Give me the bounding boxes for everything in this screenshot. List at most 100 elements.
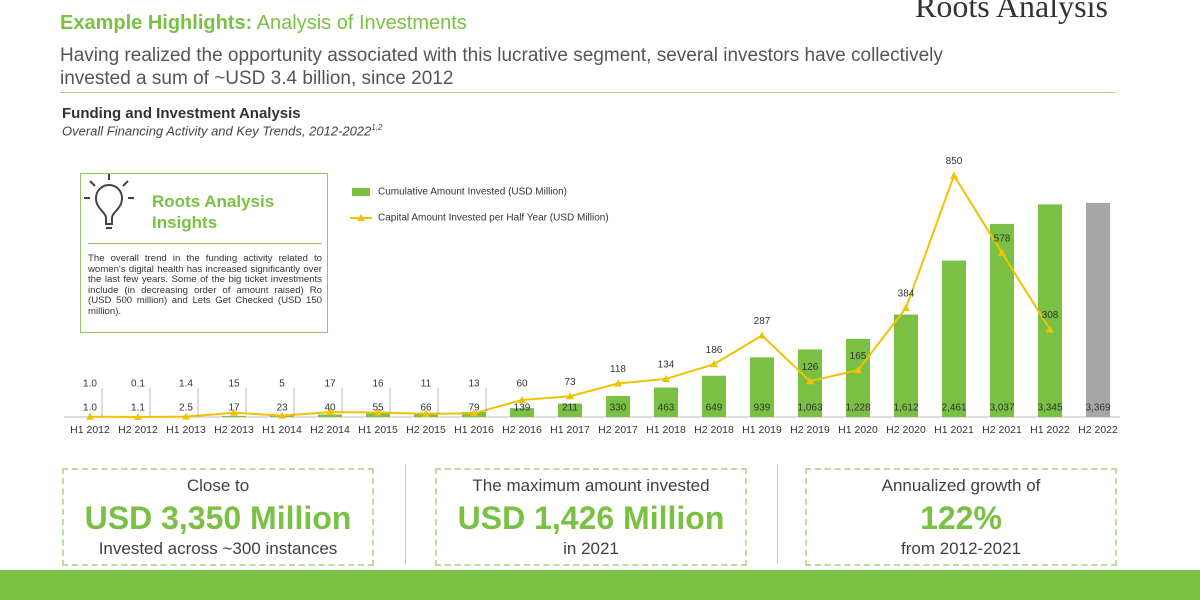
x-tick-label: H1 2016 (454, 424, 494, 436)
x-tick-label: H2 2020 (886, 424, 926, 436)
chart-subtitle: Overall Financing Activity and Key Trend… (62, 123, 372, 139)
bar (990, 223, 1014, 417)
bar-value-label: 40 (324, 403, 336, 414)
stat-box: Close to USD 3,350 Million Invested acro… (62, 468, 374, 566)
x-tick-label: H2 2018 (694, 424, 734, 436)
line-marker (182, 412, 190, 420)
header-text-line: Having realized the opportunity associat… (60, 45, 943, 66)
bar-value-label: 211 (562, 403, 578, 414)
bar-value-label: 3,369 (1085, 403, 1110, 414)
line-value-label: 134 (658, 360, 675, 371)
divider (777, 464, 778, 564)
x-tick-label: H1 2013 (166, 424, 206, 436)
insights-box (80, 173, 328, 333)
line-value-label: 308 (1042, 310, 1059, 321)
line-marker (422, 409, 430, 417)
bar (894, 314, 918, 417)
line-marker (758, 331, 766, 339)
bar-value-label: 3,345 (1037, 403, 1062, 414)
insights-text: The overall trend in the funding activit… (88, 253, 322, 317)
line-marker (230, 408, 238, 416)
line-value-label: 17 (324, 379, 336, 390)
bar-value-label: 3,037 (989, 403, 1014, 414)
x-tick-label: H2 2016 (502, 424, 542, 436)
bar (846, 338, 870, 417)
line-marker (470, 409, 478, 417)
line-value-label: 60 (516, 379, 528, 390)
line-value-label: 5 (279, 379, 285, 390)
line-value-label: 73 (564, 377, 576, 388)
stat-box: The maximum amount invested USD 1,426 Mi… (435, 468, 747, 566)
stat-value: USD 1,426 Million (457, 500, 725, 536)
line-marker (278, 411, 286, 419)
insights-title-line: Roots Analysis (152, 192, 275, 211)
x-tick-label: H2 2017 (598, 424, 638, 436)
line-marker (518, 395, 526, 403)
line-marker (614, 379, 622, 387)
header-title-row: Example Highlights: Analysis of Investme… (60, 12, 467, 35)
bar-value-label: 23 (276, 403, 288, 414)
bar (606, 396, 630, 417)
bar (750, 357, 774, 417)
stat-top: The maximum amount invested (472, 476, 710, 495)
line-marker (1046, 325, 1054, 333)
bar-value-label: 463 (658, 403, 675, 414)
bar-value-label: 1,612 (893, 403, 918, 414)
x-tick-label: H1 2021 (934, 424, 974, 436)
x-tick-label: H1 2019 (742, 424, 782, 436)
bar-value-label: 1,228 (845, 403, 870, 414)
line-marker (662, 374, 670, 382)
header-text-line: invested a sum of ~USD 3.4 billion, sinc… (60, 68, 454, 89)
bar-value-label: 939 (754, 403, 771, 414)
stat-box: Annualized growth of 122% from 2012-2021 (805, 468, 1117, 566)
line-marker (566, 392, 574, 400)
line-marker (326, 408, 334, 416)
line-value-label: 384 (898, 289, 915, 300)
line-value-label: 1.4 (179, 379, 193, 390)
x-tick-label: H1 2018 (646, 424, 686, 436)
line-value-label: 11 (421, 379, 432, 390)
bar-value-label: 1.1 (131, 403, 145, 414)
legend-label: Cumulative Amount Invested (USD Million) (378, 187, 567, 198)
line-marker (710, 360, 718, 368)
x-tick-label: H1 2015 (358, 424, 398, 436)
x-tick-label: H2 2013 (214, 424, 254, 436)
line-value-label: 1.0 (83, 379, 97, 390)
bar-value-label: 649 (706, 403, 723, 414)
header-title: Analysis of Investments (256, 12, 467, 34)
line-marker (998, 248, 1006, 256)
bar-value-label: 17 (228, 403, 240, 414)
line-marker (134, 412, 142, 420)
bar (510, 408, 534, 417)
x-tick-label: H2 2014 (310, 424, 350, 436)
x-tick-label: H1 2014 (262, 424, 302, 436)
x-tick-label: H1 2017 (550, 424, 590, 436)
x-tick-label: H2 2015 (406, 424, 446, 436)
legend-swatch (357, 214, 365, 221)
header-text: Having realized the opportunity associat… (60, 44, 943, 90)
bar-value-label: 2.5 (179, 403, 193, 414)
x-tick-label: H2 2019 (790, 424, 830, 436)
stat-top: Annualized growth of (881, 476, 1041, 495)
stat-bottom: in 2021 (563, 539, 619, 558)
header-rule (60, 92, 1115, 93)
stat-top: Close to (186, 476, 250, 495)
bar (654, 387, 678, 417)
line-value-label: 578 (994, 233, 1011, 244)
insights-title-line: Insights (152, 213, 218, 232)
line-value-label: 287 (754, 316, 771, 327)
bar-value-label: 55 (372, 403, 384, 414)
line-marker (86, 412, 94, 420)
line-value-label: 126 (802, 362, 819, 373)
bar-value-label: 1.0 (83, 403, 97, 414)
line-marker (902, 303, 910, 311)
x-tick-label: H2 2021 (982, 424, 1022, 436)
line-value-label: 15 (228, 379, 240, 390)
line-marker (950, 171, 958, 179)
header-title-bold: Example Highlights: (60, 12, 253, 34)
bar-value-label: 66 (420, 403, 432, 414)
logo: Roots Analysis (915, 0, 1108, 24)
bar (558, 403, 582, 417)
